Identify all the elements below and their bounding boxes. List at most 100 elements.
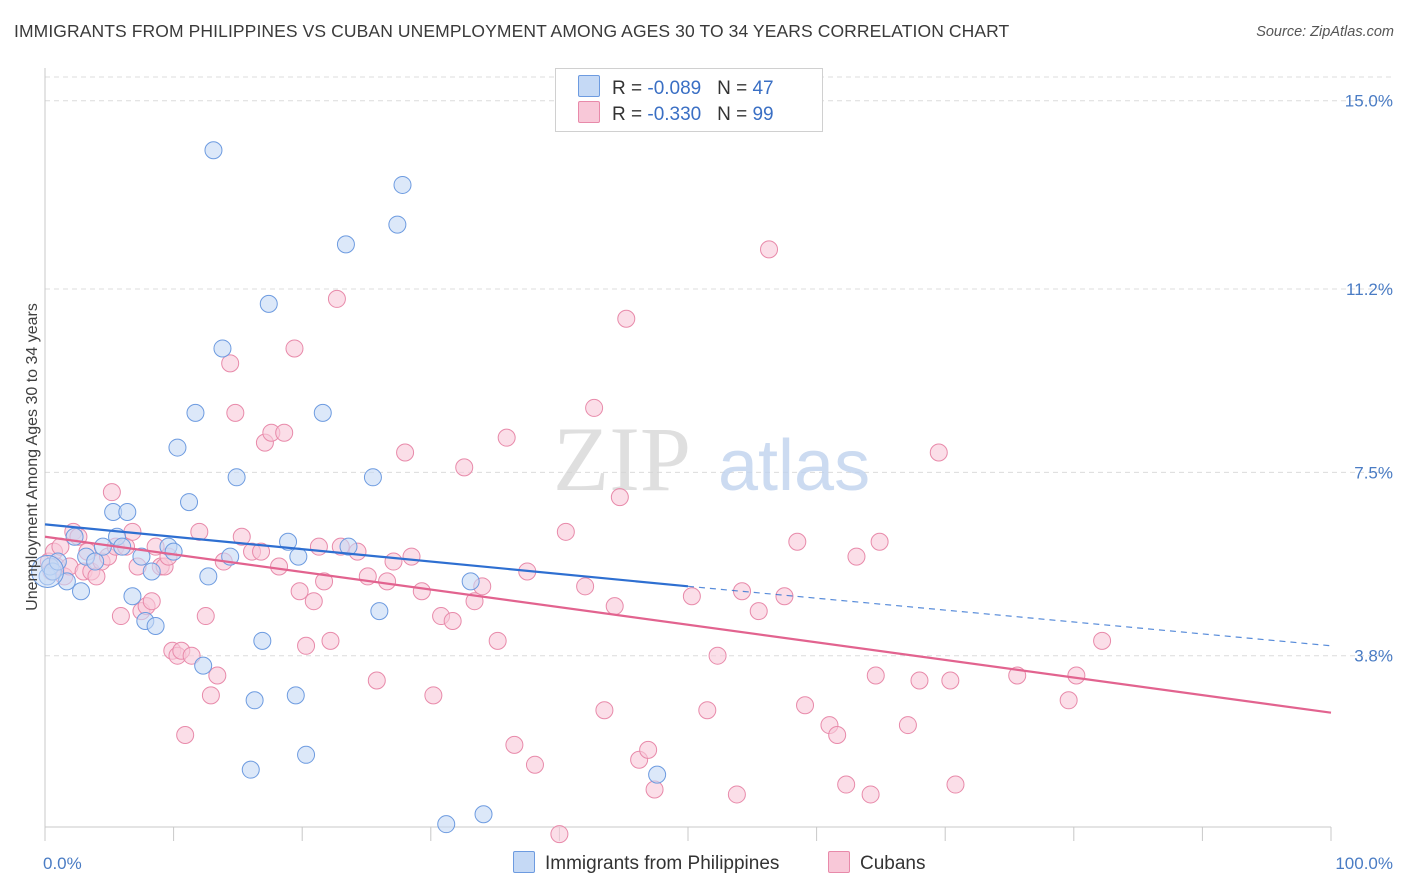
legend-item-cubans[interactable]: Cubans — [828, 851, 926, 875]
cubans-point-31 — [176, 725, 195, 744]
y-axis-label: Unemployment Among Ages 30 to 34 years — [24, 303, 41, 611]
cubans-point-93 — [775, 587, 794, 606]
cubans-point-60 — [384, 552, 403, 571]
cubans-point-34 — [196, 607, 215, 626]
cubans-point-39 — [226, 403, 245, 422]
philippines-point-39 — [336, 235, 355, 254]
philippines-point-24 — [194, 656, 213, 675]
philippines-point-35 — [286, 686, 305, 705]
cubans-point-49 — [297, 636, 316, 655]
x-tick-label-1: 100.0% — [1335, 854, 1393, 873]
cubans-point-76 — [556, 522, 575, 541]
cubans-point-97 — [828, 725, 847, 744]
cubans-point-15 — [102, 483, 121, 502]
philippines-point-9 — [93, 537, 112, 556]
philippines-point-40 — [339, 537, 358, 556]
cubans-point-100 — [861, 785, 880, 804]
legend-r-label: R = — [612, 104, 648, 125]
philippines-point-48 — [648, 765, 667, 784]
legend-label-philippines: Immigrants from Philippines — [545, 853, 780, 874]
philippines-point-45 — [437, 815, 456, 834]
y-tick-label-2: 11.2% — [1346, 280, 1393, 299]
watermark-atlas: atlas — [718, 426, 870, 506]
cubans-point-52 — [315, 572, 334, 591]
legend-r-label: R = — [612, 78, 648, 99]
philippines-point-18 — [146, 616, 165, 635]
philippines-point-43 — [388, 215, 407, 234]
cubans-point-81 — [610, 488, 629, 507]
cubans-point-99 — [847, 547, 866, 566]
philippines-point-37 — [297, 745, 316, 764]
cubans-point-103 — [898, 716, 917, 735]
cubans-point-75 — [550, 825, 569, 844]
cubans-point-42 — [252, 542, 271, 561]
cubans-point-48 — [290, 582, 309, 601]
cubans-point-59 — [378, 572, 397, 591]
source-note: Source: ZipAtlas.com — [1256, 24, 1394, 40]
philippines-point-32 — [253, 631, 272, 650]
trend-lines — [44, 523, 1332, 714]
philippines-point-29 — [227, 468, 246, 487]
cubans-point-54 — [327, 289, 346, 308]
cubans-point-82 — [617, 309, 636, 328]
legend-item-philippines[interactable]: Immigrants from Philippines — [513, 851, 779, 875]
cubans-point-23 — [142, 592, 161, 611]
legend-row-philippines: R = -0.089 N = 47 — [578, 75, 774, 101]
legend-r-value-cubans: -0.330 — [647, 104, 702, 125]
cubans-point-104 — [910, 671, 929, 690]
legend-n-label: N = — [717, 78, 753, 99]
correlation-legend: R = -0.089 N = 47 R = -0.330 N = 99 — [555, 68, 823, 132]
philippines-point-20 — [164, 542, 183, 561]
cubans-point-92 — [760, 240, 779, 259]
cubans-point-107 — [946, 775, 965, 794]
cubans-point-105 — [929, 443, 948, 462]
cubans-point-70 — [488, 631, 507, 650]
chart-title: IMMIGRANTS FROM PHILIPPINES VS CUBAN UNE… — [14, 21, 1010, 41]
cubans-point-98 — [837, 775, 856, 794]
philippines-point-31 — [245, 691, 264, 710]
cubans-point-77 — [576, 577, 595, 596]
philippines-point-17 — [142, 562, 161, 581]
philippines-point-47 — [474, 805, 493, 824]
philippines-point-21 — [168, 438, 187, 457]
cubans-point-84 — [639, 740, 658, 759]
legend-n-value-cubans: 99 — [752, 104, 774, 125]
cubans-point-78 — [585, 398, 604, 417]
cubans-point-94 — [788, 532, 807, 551]
philippines-point-23 — [186, 403, 205, 422]
cubans-point-38 — [221, 354, 240, 373]
legend-swatch-cubans — [828, 851, 850, 873]
cubans-point-40 — [232, 527, 251, 546]
x-tick-label-0: 0.0% — [43, 854, 82, 873]
cubans-point-53 — [321, 631, 340, 650]
philippines-point-46 — [461, 572, 480, 591]
cubans-point-46 — [275, 423, 294, 442]
cubans-point-63 — [412, 582, 431, 601]
philippines-point-27 — [213, 339, 232, 358]
cubans-point-35 — [201, 686, 220, 705]
cubans-point-58 — [367, 671, 386, 690]
cubans-point-101 — [866, 666, 885, 685]
cubans-point-88 — [708, 646, 727, 665]
cubans-point-79 — [595, 701, 614, 720]
trend-line-cubans — [44, 535, 1332, 714]
cubans-point-72 — [505, 735, 524, 754]
cubans-point-110 — [1067, 666, 1086, 685]
cubans-point-17 — [111, 607, 130, 626]
philippines-point-36 — [289, 547, 308, 566]
legend-label-cubans: Cubans — [860, 853, 926, 874]
philippines-point-34 — [279, 532, 298, 551]
cubans-point-111 — [1093, 631, 1112, 650]
cubans-point-106 — [941, 671, 960, 690]
philippines-point-44 — [393, 175, 412, 194]
axes — [44, 68, 1332, 841]
legend-row-cubans: R = -0.330 N = 99 — [578, 101, 774, 127]
cubans-point-74 — [525, 755, 544, 774]
legend-swatch-philippines — [513, 851, 535, 873]
legend-r-value-philippines: -0.089 — [647, 78, 702, 99]
cubans-point-102 — [870, 532, 889, 551]
tick-labels: 3.8% 7.5% 11.2% 15.0% 0.0% 100.0% — [43, 92, 1393, 873]
y-tick-label-3: 15.0% — [1345, 92, 1393, 111]
legend-swatch-philippines — [578, 75, 600, 97]
cubans-point-87 — [698, 701, 717, 720]
